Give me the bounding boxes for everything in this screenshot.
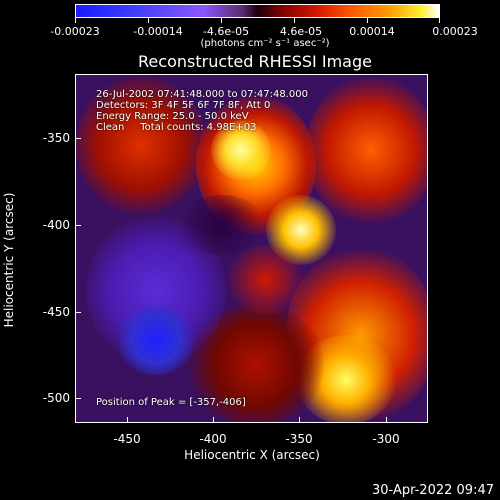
y-tick-label: -350 <box>42 131 70 145</box>
y-axis-label: Heliocentric Y (arcsec) <box>2 192 16 328</box>
y-tick-mark <box>75 138 81 139</box>
x-tick-mark <box>299 417 300 423</box>
colorbar-tick-label: -0.00023 <box>50 25 100 38</box>
colorbar-unit-label: (photons cm⁻² s⁻¹ asec⁻²) <box>200 38 330 49</box>
y-tick-mark <box>75 225 81 226</box>
y-tick-label: -500 <box>42 391 70 405</box>
colorbar-tick-mark <box>221 18 222 23</box>
colorbar-tick-mark <box>294 18 295 23</box>
x-tick-label: -300 <box>372 432 400 446</box>
timestamp: 30-Apr-2022 09:47 <box>372 483 494 498</box>
info-energy-range: Energy Range: 25.0 - 50.0 keV <box>96 111 249 122</box>
colorbar-tick-mark <box>439 18 440 23</box>
x-tick-label: -350 <box>285 432 313 446</box>
y-tick-label: -450 <box>42 305 70 319</box>
colorbar-tick-mark <box>367 18 368 23</box>
colorbar-tick-label: 0.00023 <box>432 25 478 38</box>
colorbar-tick-label: 4.6e-05 <box>279 25 323 38</box>
y-tick-label: -400 <box>42 218 70 232</box>
info-detectors: Detectors: 3F 4F 5F 6F 7F 8F, Att 0 <box>96 100 271 111</box>
y-tick-mark <box>75 398 81 399</box>
plot-title: Reconstructed RHESSI Image <box>138 52 372 71</box>
x-tick-mark <box>213 417 214 423</box>
y-tick-mark <box>75 312 81 313</box>
x-tick-mark <box>127 417 128 423</box>
colorbar-tick-mark <box>75 18 76 23</box>
info-method-counts: Clean Total counts: 4.98E+03 <box>96 122 257 133</box>
colorbar <box>75 4 440 18</box>
rhessi-image: 26-Jul-2002 07:41:48.000 to 07:47:48.000… <box>75 74 428 423</box>
colorbar-tick-mark <box>148 18 149 23</box>
colorbar-tick-label: 0.00014 <box>349 25 395 38</box>
colorbar-tick-label: -0.00014 <box>133 25 183 38</box>
x-tick-label: -450 <box>113 432 141 446</box>
colorbar-tick-label: -4.6e-05 <box>202 25 250 38</box>
x-axis-label: Heliocentric X (arcsec) <box>184 448 320 462</box>
x-tick-label: -400 <box>199 432 227 446</box>
info-peak-position: Position of Peak = [-357,-406] <box>96 397 246 408</box>
x-tick-mark <box>386 417 387 423</box>
info-time-range: 26-Jul-2002 07:41:48.000 to 07:47:48.000 <box>96 89 308 100</box>
